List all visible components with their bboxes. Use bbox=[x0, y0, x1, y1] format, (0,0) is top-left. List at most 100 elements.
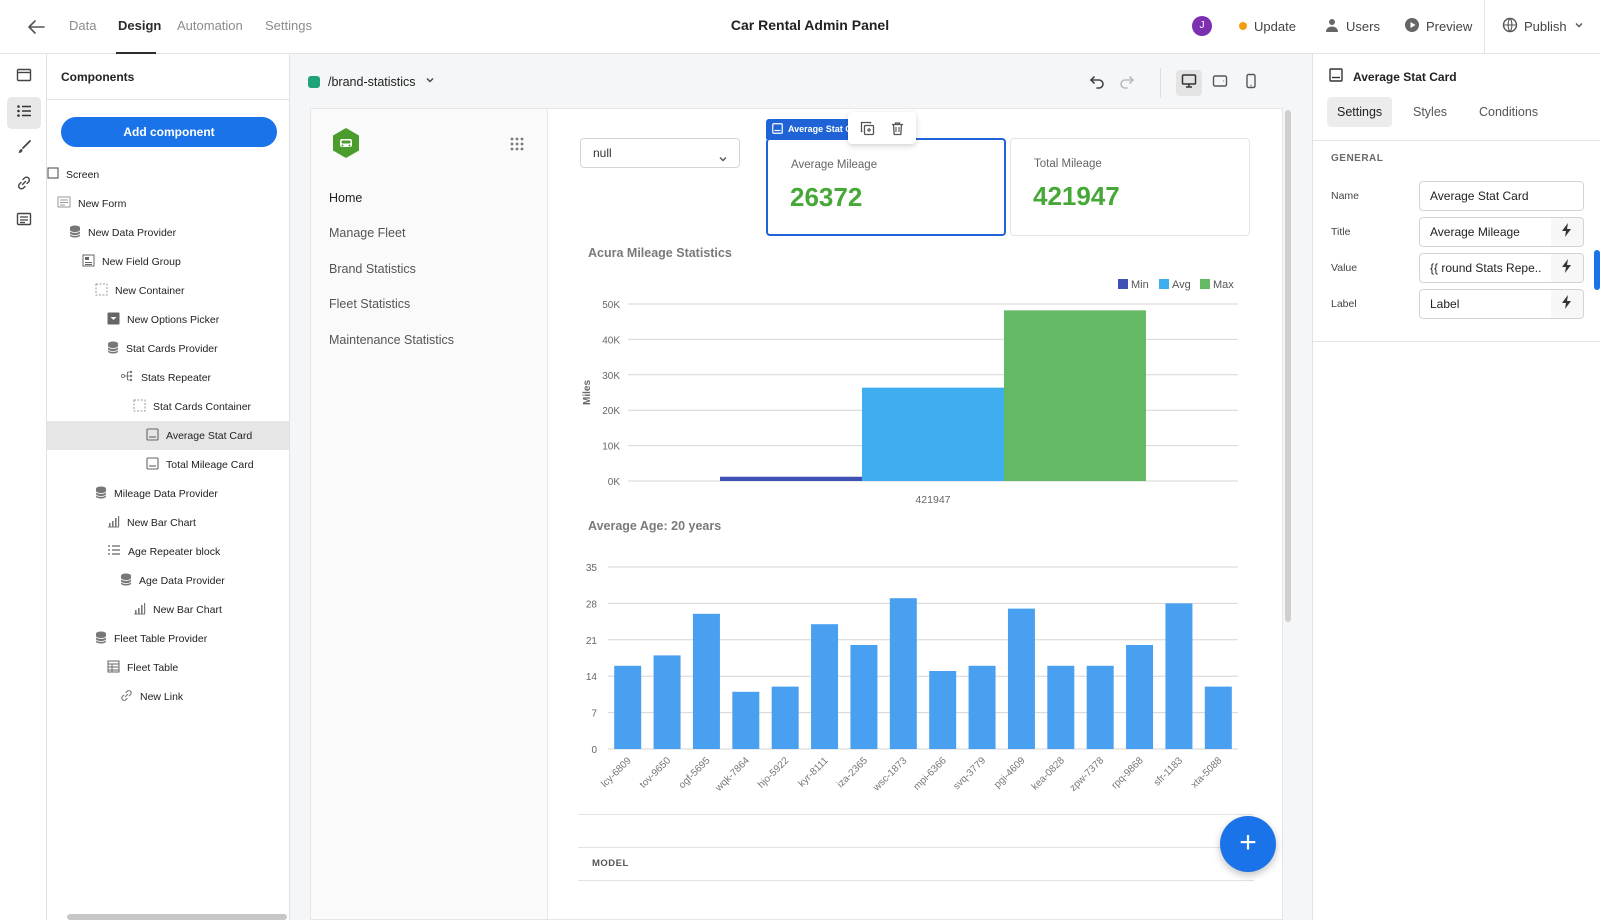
tree-item[interactable]: Stat Cards Container bbox=[47, 392, 289, 421]
tree-item[interactable]: Age Repeater block bbox=[47, 537, 289, 566]
name-field[interactable] bbox=[1419, 181, 1584, 211]
selection-badge-label: Average Stat Card bbox=[788, 124, 858, 134]
duplicate-icon[interactable] bbox=[860, 121, 875, 136]
undo-button[interactable] bbox=[1084, 70, 1110, 96]
bar[interactable] bbox=[1086, 665, 1114, 749]
links-rail-button[interactable] bbox=[7, 169, 41, 201]
tree-item[interactable]: New Field Group bbox=[47, 247, 289, 276]
tree-item[interactable]: Stats Repeater bbox=[47, 363, 289, 392]
picker-icon bbox=[107, 312, 120, 328]
bar-max[interactable] bbox=[1004, 310, 1146, 481]
tree-item[interactable]: New Bar Chart bbox=[47, 508, 289, 537]
link-icon bbox=[16, 175, 32, 196]
tree-item[interactable]: Screen bbox=[47, 160, 289, 189]
tree-item[interactable]: New Form bbox=[47, 189, 289, 218]
bar[interactable] bbox=[889, 598, 917, 749]
divider bbox=[1160, 68, 1161, 98]
tree-item[interactable]: New Link bbox=[47, 682, 289, 711]
nav-link-maintenance-statistics[interactable]: Maintenance Statistics bbox=[329, 333, 455, 347]
tree-item[interactable]: New Data Provider bbox=[47, 218, 289, 247]
repeater-icon bbox=[120, 370, 134, 385]
add-fab-button[interactable]: + bbox=[1220, 816, 1276, 872]
layouts-rail-button[interactable] bbox=[7, 205, 41, 237]
back-arrow-icon[interactable] bbox=[24, 15, 48, 39]
tree-item[interactable]: New Options Picker bbox=[47, 305, 289, 334]
screens-rail-button[interactable] bbox=[7, 61, 41, 93]
bar[interactable] bbox=[1165, 603, 1193, 749]
label-field[interactable] bbox=[1419, 289, 1552, 319]
tree-item[interactable]: New Bar Chart bbox=[47, 595, 289, 624]
bar[interactable] bbox=[1126, 645, 1154, 749]
value-field[interactable] bbox=[1419, 253, 1552, 283]
tab-settings-panel[interactable]: Settings bbox=[1327, 97, 1393, 127]
desktop-view-button[interactable] bbox=[1176, 70, 1202, 96]
bar[interactable] bbox=[850, 645, 878, 749]
nav-link-home[interactable]: Home bbox=[329, 191, 363, 205]
y-tick-label: 28 bbox=[586, 599, 598, 610]
value-binding-button[interactable] bbox=[1551, 253, 1584, 283]
bar[interactable] bbox=[614, 665, 642, 749]
user-avatar[interactable]: J bbox=[1192, 16, 1212, 36]
theme-rail-button[interactable] bbox=[7, 133, 41, 165]
label-binding-button[interactable] bbox=[1551, 289, 1584, 319]
database-icon bbox=[120, 573, 132, 589]
y-tick-label: 7 bbox=[591, 709, 597, 720]
bar[interactable] bbox=[771, 686, 799, 749]
bar[interactable] bbox=[968, 665, 996, 749]
tab-data[interactable]: Data bbox=[69, 18, 97, 33]
title-field[interactable] bbox=[1419, 217, 1552, 247]
bar[interactable] bbox=[1204, 686, 1232, 749]
x-tick-label: mpi-6366 bbox=[912, 755, 950, 793]
tree-item[interactable]: Fleet Table Provider bbox=[47, 624, 289, 653]
tab-design[interactable]: Design bbox=[118, 18, 162, 33]
bar[interactable] bbox=[732, 691, 760, 749]
lightning-icon bbox=[1561, 222, 1573, 242]
route-selector[interactable]: /brand-statistics bbox=[308, 74, 436, 89]
bar[interactable] bbox=[653, 655, 681, 749]
mobile-view-button[interactable] bbox=[1238, 70, 1264, 96]
bar[interactable] bbox=[929, 671, 957, 749]
vertical-scrollbar[interactable] bbox=[1285, 110, 1291, 622]
tab-styles[interactable]: Styles bbox=[1413, 105, 1448, 119]
add-component-button[interactable]: Add component bbox=[61, 117, 277, 147]
preview-button[interactable]: Preview bbox=[1404, 16, 1472, 36]
title-binding-button[interactable] bbox=[1551, 217, 1584, 247]
bar[interactable] bbox=[811, 624, 839, 749]
trash-icon[interactable] bbox=[890, 121, 905, 136]
apps-grid-icon[interactable] bbox=[509, 136, 525, 152]
total-mileage-card[interactable]: Total Mileage 421947 bbox=[1010, 138, 1250, 236]
update-button[interactable]: Update bbox=[1238, 16, 1296, 36]
tree-item[interactable]: New Container bbox=[47, 276, 289, 305]
tree-item[interactable]: Stat Cards Provider bbox=[47, 334, 289, 363]
horizontal-scrollbar[interactable] bbox=[67, 914, 287, 920]
mileage-bar-chart: 0K 10K 20K 30K 40K 50K 421947 Miles Min Avg Max bbox=[582, 279, 1238, 506]
bar-min[interactable] bbox=[720, 476, 862, 481]
tree-item[interactable]: Average Stat Card bbox=[47, 421, 289, 450]
y-axis-label: Miles bbox=[582, 380, 593, 405]
brand-options-picker[interactable]: null bbox=[580, 138, 740, 168]
components-rail-button[interactable] bbox=[7, 97, 41, 129]
bar-avg[interactable] bbox=[862, 387, 1004, 481]
tree-item[interactable]: Age Data Provider bbox=[47, 566, 289, 595]
tablet-view-button[interactable] bbox=[1207, 70, 1233, 96]
bar[interactable] bbox=[1047, 665, 1075, 749]
tree-item[interactable]: Fleet Table bbox=[47, 653, 289, 682]
users-button[interactable]: Users bbox=[1324, 16, 1380, 36]
tab-conditions[interactable]: Conditions bbox=[1479, 105, 1539, 119]
tab-settings[interactable]: Settings bbox=[265, 18, 312, 33]
table-header-model[interactable]: MODEL bbox=[578, 847, 1254, 881]
tree-item[interactable]: Total Mileage Card bbox=[47, 450, 289, 479]
database-icon bbox=[69, 225, 81, 241]
nav-link-manage-fleet[interactable]: Manage Fleet bbox=[329, 226, 406, 240]
average-stat-card[interactable]: Average Mileage 26372 bbox=[766, 138, 1006, 236]
tree-item[interactable]: Mileage Data Provider bbox=[47, 479, 289, 508]
nav-link-fleet-statistics[interactable]: Fleet Statistics bbox=[329, 297, 411, 311]
panel-resize-handle[interactable] bbox=[1594, 250, 1600, 290]
nav-link-brand-statistics[interactable]: Brand Statistics bbox=[329, 262, 416, 276]
publish-button[interactable]: Publish bbox=[1502, 16, 1585, 36]
bar[interactable] bbox=[692, 613, 720, 749]
tab-automation[interactable]: Automation bbox=[177, 18, 243, 33]
chevron-down-icon bbox=[717, 147, 729, 175]
bar[interactable] bbox=[1007, 608, 1035, 749]
redo-button[interactable] bbox=[1114, 70, 1140, 96]
